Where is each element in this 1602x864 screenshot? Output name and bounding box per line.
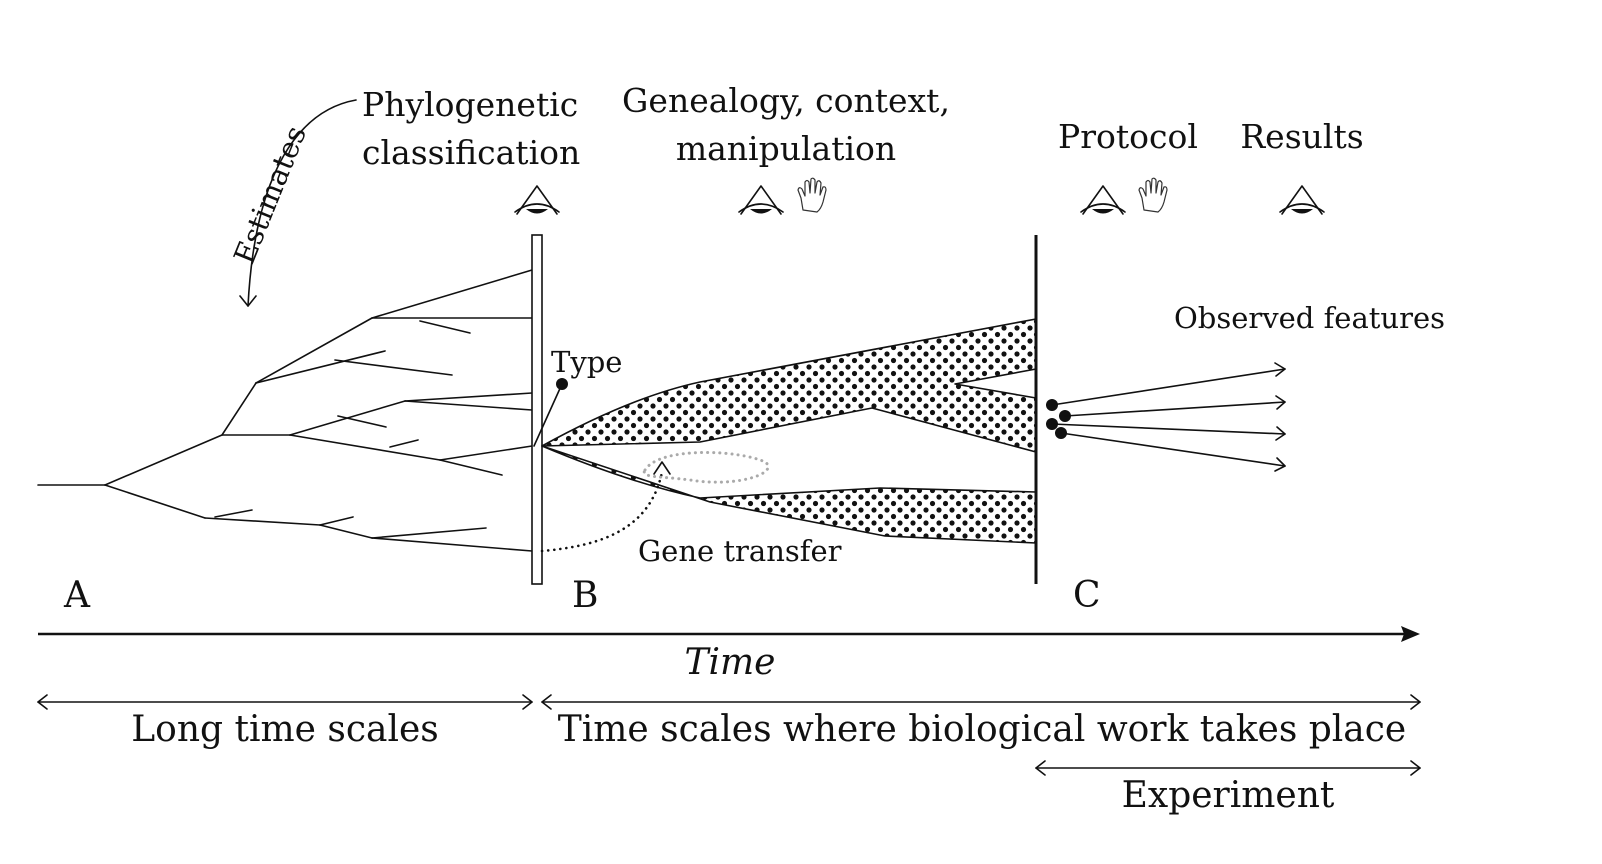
genealogy-label-line2: manipulation <box>676 129 896 168</box>
experiment-span <box>1035 760 1421 776</box>
estimates-label: Estimates <box>227 121 313 269</box>
bio-time-scales-label: Time scales where biological work takes … <box>558 709 1406 750</box>
observed-features <box>1046 362 1286 472</box>
protocol-label: Protocol <box>1058 117 1198 156</box>
type-label: Type <box>551 345 622 379</box>
long-time-scales-span <box>37 694 533 710</box>
results-label: Results <box>1240 117 1363 156</box>
hand-icon <box>797 177 827 213</box>
estimates-arrow <box>239 99 357 307</box>
phylogenetic-label-line2: classification <box>362 133 580 172</box>
eye-icon <box>1279 185 1325 215</box>
type-dot <box>556 378 568 390</box>
label-a: A <box>63 575 91 616</box>
eye-icon <box>738 185 784 215</box>
time-axis-label: Time <box>685 642 776 683</box>
genealogy-label-line1: Genealogy, context, <box>622 81 950 120</box>
phylogenetic-tree <box>37 269 533 552</box>
time-axis <box>38 626 1420 642</box>
time-slab-b <box>531 234 543 585</box>
type-pointer <box>533 383 563 447</box>
gene-transfer-label: Gene transfer <box>638 534 842 568</box>
long-time-scales-label: Long time scales <box>131 709 439 750</box>
phylogenetic-label-line1: Phylogenetic <box>362 85 578 124</box>
eye-icon <box>1080 185 1126 215</box>
hand-icon <box>1138 177 1168 213</box>
experiment-label: Experiment <box>1122 775 1335 816</box>
eye-icon <box>514 185 560 215</box>
bio-time-scales-span <box>541 694 1421 710</box>
label-b: B <box>572 575 598 616</box>
observed-features-label: Observed features <box>1174 301 1445 335</box>
label-c: C <box>1073 575 1101 616</box>
gene-transfer-path <box>540 451 770 553</box>
